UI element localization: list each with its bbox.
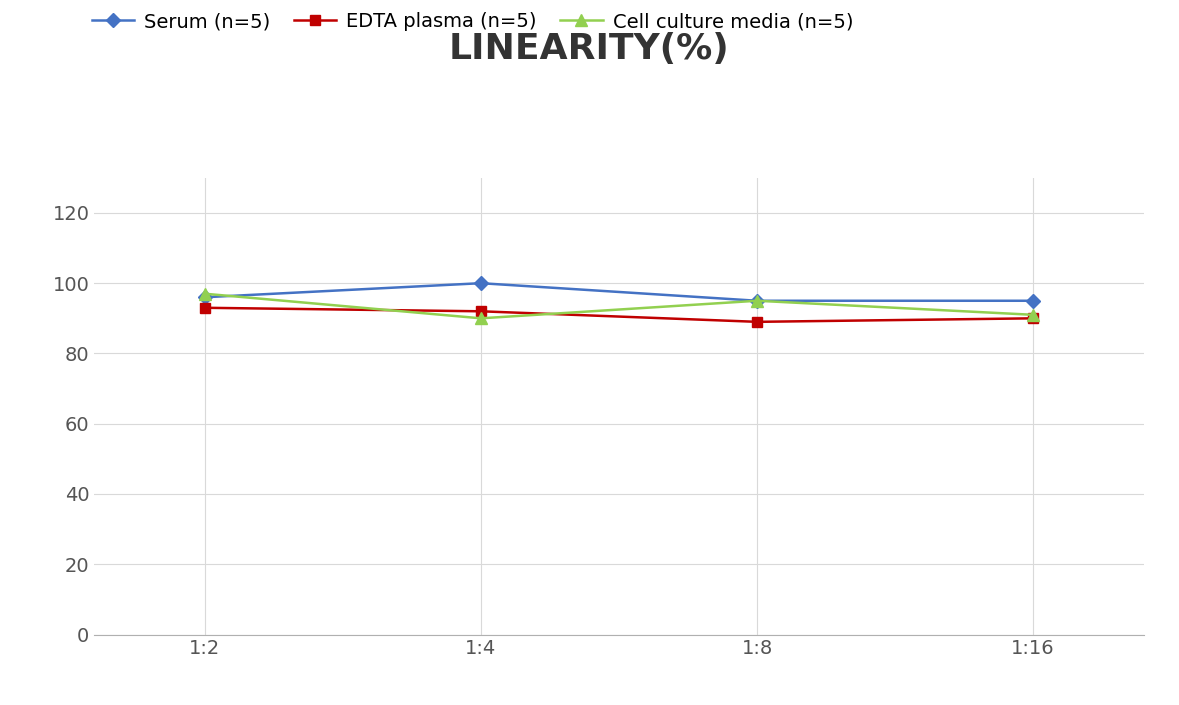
Cell culture media (n=5) xyxy=(1026,311,1040,319)
Text: LINEARITY(%): LINEARITY(%) xyxy=(449,32,730,66)
Cell culture media (n=5) xyxy=(474,314,488,323)
Serum (n=5) xyxy=(198,293,212,302)
EDTA plasma (n=5) xyxy=(474,307,488,316)
Serum (n=5) xyxy=(1026,297,1040,305)
Legend: Serum (n=5), EDTA plasma (n=5), Cell culture media (n=5): Serum (n=5), EDTA plasma (n=5), Cell cul… xyxy=(84,4,861,39)
EDTA plasma (n=5) xyxy=(1026,314,1040,323)
Serum (n=5) xyxy=(474,279,488,288)
Line: EDTA plasma (n=5): EDTA plasma (n=5) xyxy=(200,303,1038,326)
EDTA plasma (n=5) xyxy=(198,304,212,312)
Line: Cell culture media (n=5): Cell culture media (n=5) xyxy=(199,288,1039,324)
Line: Serum (n=5): Serum (n=5) xyxy=(200,278,1038,305)
Cell culture media (n=5) xyxy=(198,290,212,298)
Serum (n=5) xyxy=(750,297,764,305)
Cell culture media (n=5) xyxy=(750,297,764,305)
EDTA plasma (n=5) xyxy=(750,318,764,326)
